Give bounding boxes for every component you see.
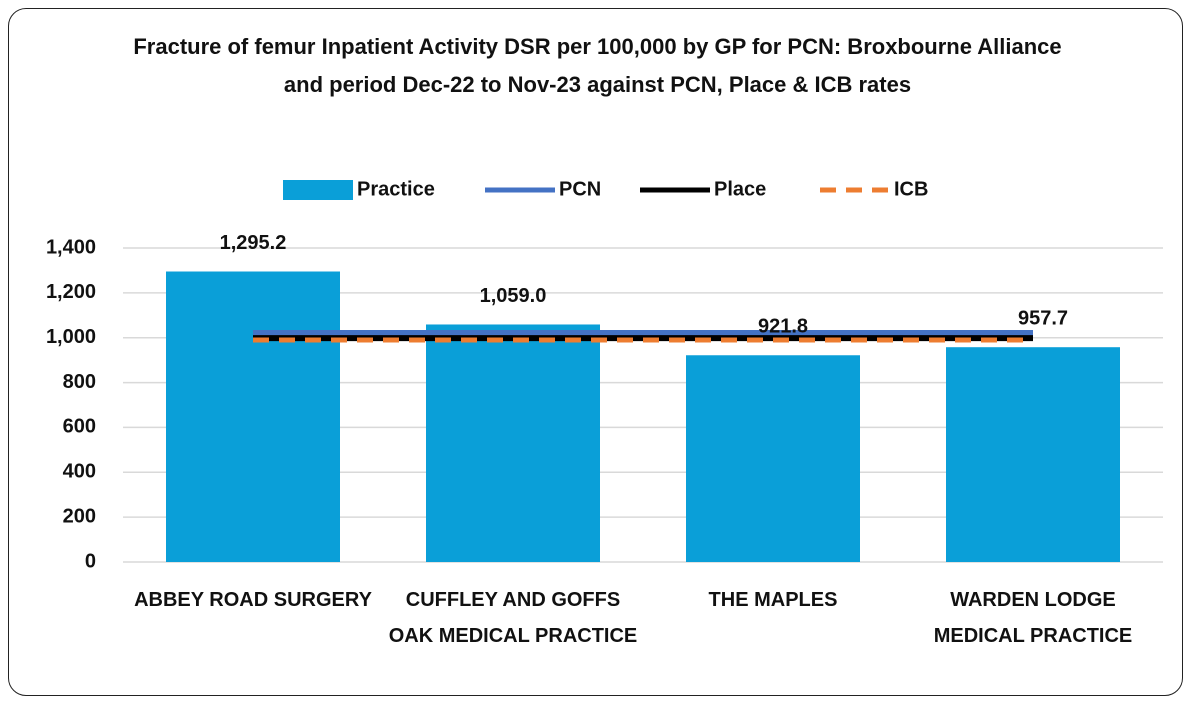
y-tick-label: 600 [63, 416, 96, 438]
legend-label: PCN [559, 178, 601, 200]
bar [686, 355, 860, 562]
data-label: 921.8 [758, 316, 808, 338]
data-label: 1,295.2 [220, 232, 287, 254]
chart-title: Fracture of femur Inpatient Activity DSR… [133, 34, 1062, 97]
x-tick-label: WARDEN LODGE MEDICAL PRACTICE [933, 589, 1133, 647]
legend-swatch [283, 180, 353, 200]
x-tick-label: ABBEY ROAD SURGERY [134, 589, 372, 611]
y-tick-label: 1,000 [46, 326, 96, 348]
legend-label: ICB [894, 178, 928, 200]
legend-label: Practice [357, 178, 435, 200]
y-tick-label: 1,200 [46, 281, 96, 303]
x-tick-label: CUFFLEY AND GOFFS OAK MEDICAL PRACTICE [388, 589, 638, 647]
y-tick-label: 200 [63, 505, 96, 527]
data-label: 1,059.0 [480, 285, 547, 307]
y-tick-label: 0 [85, 550, 96, 572]
x-tick-label: THE MAPLES [708, 589, 838, 611]
data-label: 957.7 [1018, 307, 1068, 329]
y-tick-label: 1,400 [46, 236, 96, 258]
legend-label: Place [714, 178, 766, 200]
y-tick-label: 800 [63, 371, 96, 393]
bar [166, 271, 340, 562]
bar [946, 347, 1120, 562]
bar [426, 324, 600, 562]
chart-frame [8, 8, 1183, 696]
y-tick-label: 400 [63, 461, 96, 483]
